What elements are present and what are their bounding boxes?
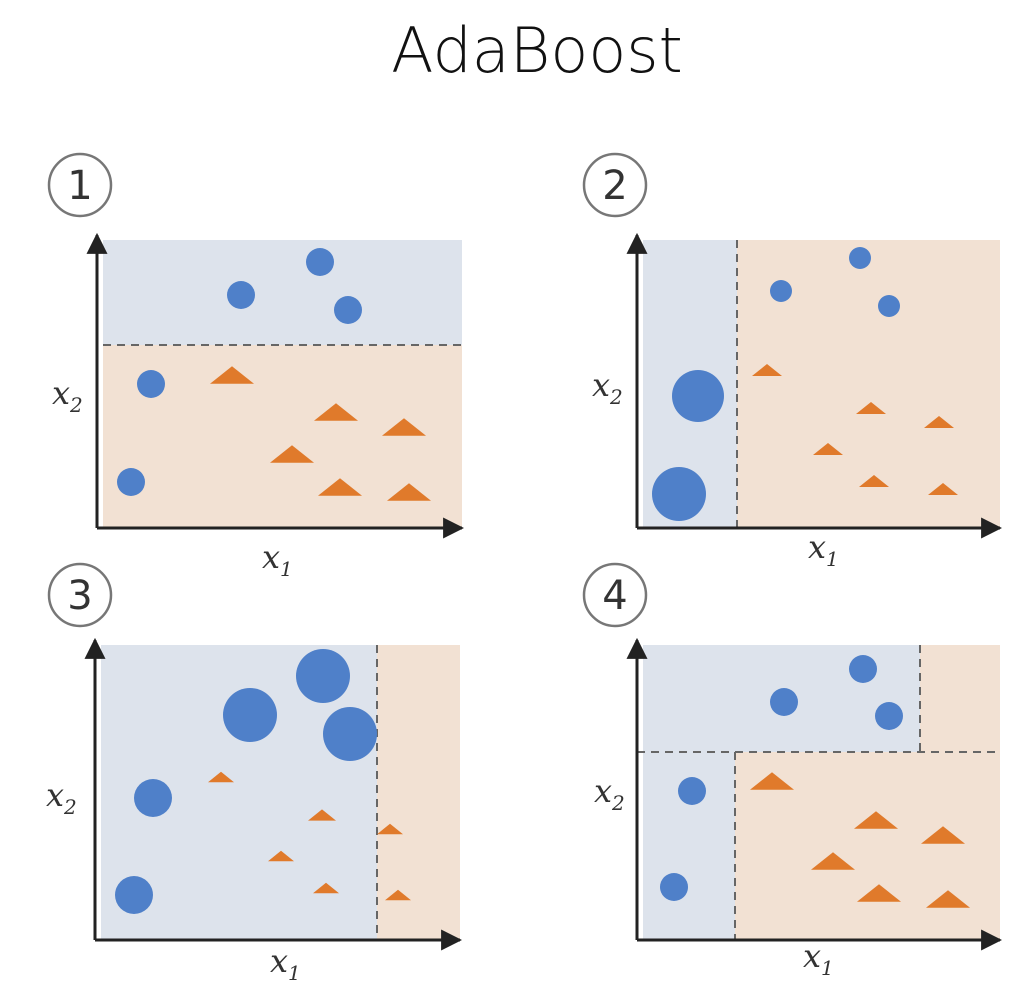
class-a-point <box>849 247 871 269</box>
class-b-point <box>318 478 362 496</box>
step-badge <box>582 562 648 628</box>
class-b-point <box>382 418 426 436</box>
class-a-point <box>323 707 377 761</box>
y-axis-label: x2 <box>52 374 83 417</box>
class-b-point <box>811 852 855 870</box>
x-axis-label-base: x <box>808 528 826 566</box>
class-b-point <box>750 772 794 790</box>
y-axis-label-base: x <box>52 374 70 412</box>
y-axis-label: x2 <box>46 776 77 819</box>
x-axis-label: x1 <box>270 942 301 985</box>
class-a-point <box>227 281 255 309</box>
region <box>920 645 1000 752</box>
class-b-point <box>377 823 403 835</box>
step-number: 1 <box>67 163 92 209</box>
y-axis-label-base: x <box>46 776 64 814</box>
step-badge <box>47 562 113 628</box>
class-a-point <box>137 370 165 398</box>
class-a-point <box>660 873 688 901</box>
class-a-point <box>652 467 706 521</box>
step-badge <box>582 152 648 218</box>
x-axis-label: x1 <box>803 937 834 980</box>
class-a-point <box>678 777 706 805</box>
x-axis-label-base: x <box>803 937 821 975</box>
class-b-point <box>270 445 314 463</box>
step-number: 2 <box>602 163 627 209</box>
title: AdaBoost <box>391 14 683 87</box>
class-b-point <box>268 850 294 862</box>
class-a-point <box>770 688 798 716</box>
x-axis-label: x1 <box>808 528 839 571</box>
x-axis-label-subscript: 1 <box>288 961 301 985</box>
class-a-point <box>849 655 877 683</box>
class-b-point <box>313 882 339 894</box>
x-axis-label: x1 <box>262 538 293 581</box>
class-a-point <box>115 876 153 914</box>
region <box>103 240 462 345</box>
class-a-point <box>672 370 724 422</box>
class-b-point <box>854 811 898 829</box>
class-a-point <box>296 649 350 703</box>
y-axis-label: x2 <box>594 772 625 815</box>
y-axis-label-base: x <box>592 366 610 404</box>
x-axis-label-subscript: 1 <box>821 956 834 980</box>
class-b-point <box>813 443 843 455</box>
class-a-point <box>875 702 903 730</box>
class-b-point <box>208 771 234 783</box>
class-a-point <box>306 248 334 276</box>
y-axis-label: x2 <box>592 366 623 409</box>
y-axis-label-subscript: 2 <box>611 791 625 815</box>
class-b-point <box>859 475 889 487</box>
class-a-point <box>878 295 900 317</box>
class-a-point <box>770 280 792 302</box>
class-b-point <box>921 826 965 844</box>
region <box>377 645 460 940</box>
class-b-point <box>385 889 411 901</box>
class-b-point <box>857 884 901 902</box>
y-axis-label-subscript: 2 <box>609 385 623 409</box>
class-b-point <box>314 403 358 421</box>
step-number: 4 <box>602 573 627 619</box>
y-axis-label-subscript: 2 <box>69 393 83 417</box>
step-badge <box>47 152 113 218</box>
class-b-point <box>924 416 954 428</box>
class-b-point <box>210 366 254 384</box>
class-b-point <box>752 364 782 376</box>
class-a-point <box>117 468 145 496</box>
class-a-point <box>223 688 277 742</box>
class-b-point <box>856 402 886 414</box>
x-axis-label-subscript: 1 <box>826 547 839 571</box>
y-axis-label-subscript: 2 <box>63 795 77 819</box>
class-b-point <box>308 809 336 821</box>
x-axis-label-base: x <box>262 538 280 576</box>
class-a-point <box>134 779 172 817</box>
class-b-point <box>926 890 970 908</box>
x-axis-label-base: x <box>270 942 288 980</box>
y-axis-label-base: x <box>594 772 612 810</box>
x-axis-label-subscript: 1 <box>280 557 293 581</box>
class-a-point <box>334 296 362 324</box>
class-b-point <box>387 483 431 501</box>
class-b-point <box>928 483 958 495</box>
step-number: 3 <box>67 573 92 619</box>
